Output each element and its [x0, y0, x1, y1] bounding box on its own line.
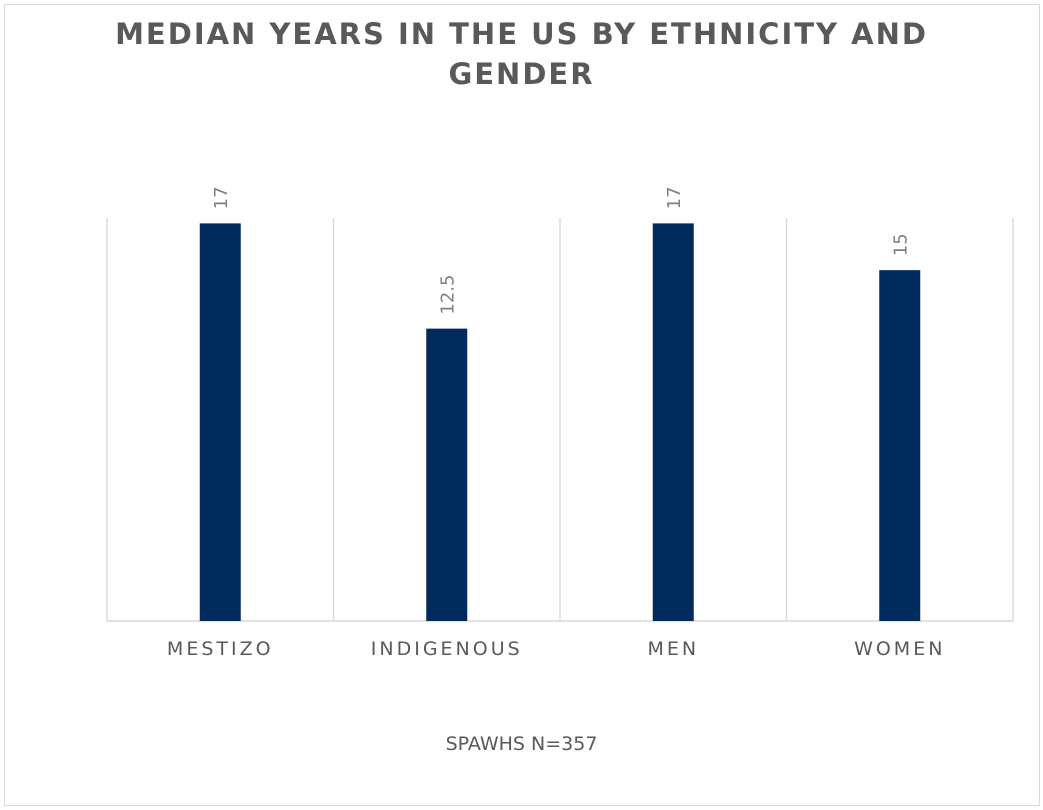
category-axis: MESTIZO INDIGENOUS MEN WOMEN [167, 638, 945, 660]
bar-indigenous [426, 328, 468, 621]
category-label: MESTIZO [167, 638, 274, 660]
bar-men [652, 223, 694, 621]
chart-area [4, 4, 1040, 806]
data-labels: 17 12.5 17 15 [211, 186, 912, 314]
category-label: MEN [647, 638, 699, 660]
category-label: INDIGENOUS [371, 638, 523, 660]
bar-women [879, 270, 921, 621]
data-label: 15 [891, 233, 912, 256]
data-label: 17 [211, 186, 232, 209]
category-label: WOMEN [854, 638, 945, 660]
gridlines [106, 218, 1014, 622]
sample-note: SPAWHS N=357 [445, 733, 598, 755]
data-label: 12.5 [438, 275, 459, 315]
data-label: 17 [664, 186, 685, 209]
bars [199, 223, 921, 621]
chart-title: MEDIAN YEARS IN THE US BY ETHNICITY AND … [115, 17, 928, 91]
bar-mestizo [199, 223, 241, 621]
